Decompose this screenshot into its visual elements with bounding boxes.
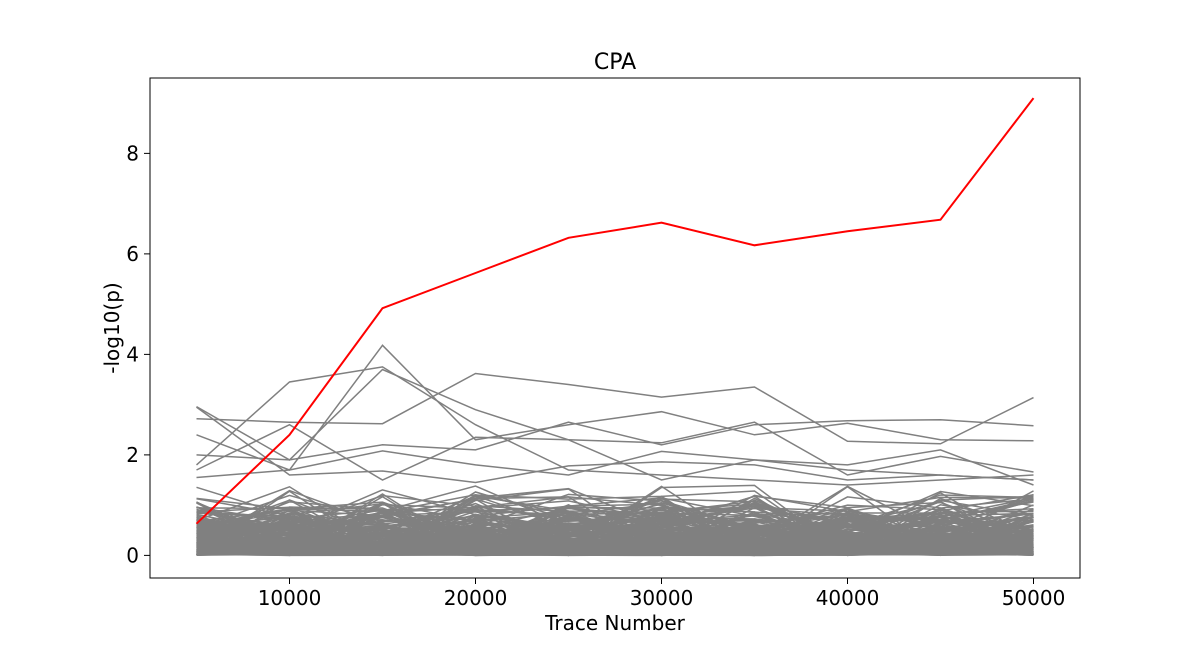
y-tick-label: 8: [126, 141, 139, 165]
y-tick-label: 4: [126, 342, 139, 366]
x-tick-label: 30000: [630, 586, 694, 610]
highlight-series-group: [195, 97, 1035, 525]
x-tick-label: 50000: [1002, 586, 1066, 610]
background-series-line: [196, 372, 1034, 445]
background-series-line: [196, 516, 1034, 555]
y-tick-label: 0: [126, 543, 139, 567]
background-series-line: [196, 500, 1034, 554]
background-series-line: [196, 366, 1034, 486]
background-series-line: [196, 406, 1034, 484]
x-axis-label: Trace Number: [544, 611, 686, 635]
y-tick-label: 6: [126, 242, 139, 266]
background-series-line: [196, 538, 1034, 555]
background-series-line: [196, 368, 1034, 481]
x-tick-label: 10000: [258, 586, 322, 610]
background-series-line: [196, 421, 1034, 481]
background-series-line: [196, 496, 1034, 554]
plot-background: [150, 78, 1080, 578]
y-axis-label: -log10(p): [100, 282, 124, 373]
background-series-line: [196, 524, 1034, 556]
background-series-line: [196, 485, 1034, 554]
plot-frame: [149, 77, 1081, 579]
background-series-line: [196, 541, 1034, 551]
x-tick-label: 20000: [444, 586, 508, 610]
background-series-line: [196, 522, 1034, 556]
background-series-group: [196, 344, 1034, 557]
y-axis-ticks: 0 2 4 6 8: [126, 141, 150, 567]
y-tick-label: 2: [126, 443, 139, 467]
background-series-line: [196, 545, 1034, 557]
x-axis-ticks: 10000 20000 30000 40000 50000: [258, 578, 1066, 610]
background-series-line: [196, 344, 1034, 471]
chart-title: CPA: [594, 50, 636, 75]
highlight-series-line: [195, 97, 1035, 525]
background-series-line: [196, 502, 1034, 554]
background-series-line: [196, 495, 1034, 557]
x-tick-label: 40000: [816, 586, 880, 610]
